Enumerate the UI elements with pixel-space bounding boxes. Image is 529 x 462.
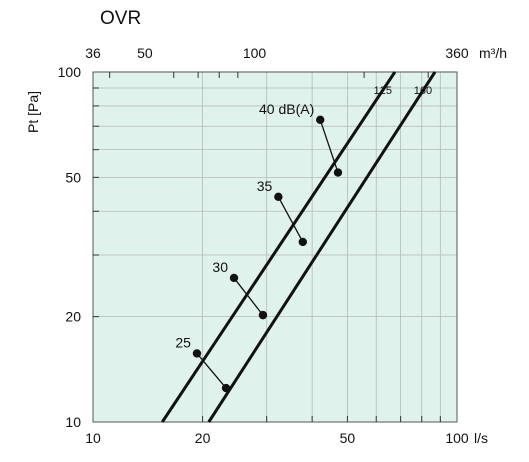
x-unit-label: l/s [474,430,488,446]
series-line-125 [161,71,397,423]
series-line-160 [207,71,437,423]
level-point [274,192,283,201]
x-tick-label: 20 [195,430,211,446]
chart-title: OVR [100,8,142,29]
x2-tick-label: 100 [243,45,267,61]
x2-tick-label: 360 [445,45,469,61]
x-tick-label: 10 [85,430,101,446]
series-label-160: 160 [414,85,432,97]
y-tick-label: 20 [65,309,81,325]
y-axis-label: Pt [Pa] [25,91,41,133]
level-point [316,115,325,125]
x-tick-label: 100 [445,430,469,446]
level-point [229,273,239,283]
x2-tick-label: 36 [85,45,101,61]
level-label: 40 dB(A) [259,101,314,117]
level-label: 30 [212,259,228,275]
x2-tick-label: 50 [137,45,153,61]
level-point [221,383,231,393]
y-tick-label: 50 [65,169,81,185]
series-label-125: 125 [374,85,392,97]
level-connector [319,119,339,173]
plot-frame [92,71,458,423]
y-tick-label: 100 [58,64,82,80]
x2-unit-label: m³/h [479,45,507,61]
level-label: 25 [175,334,191,350]
level-label: 35 [257,178,273,194]
level-point [258,310,268,320]
x-tick-label: 50 [340,430,356,446]
level-point [192,349,202,358]
level-connector [233,277,264,316]
level-connector [277,196,304,243]
level-point [333,168,343,177]
level-point [298,237,307,247]
level-connector [196,353,227,389]
y-tick-label: 10 [65,414,81,430]
